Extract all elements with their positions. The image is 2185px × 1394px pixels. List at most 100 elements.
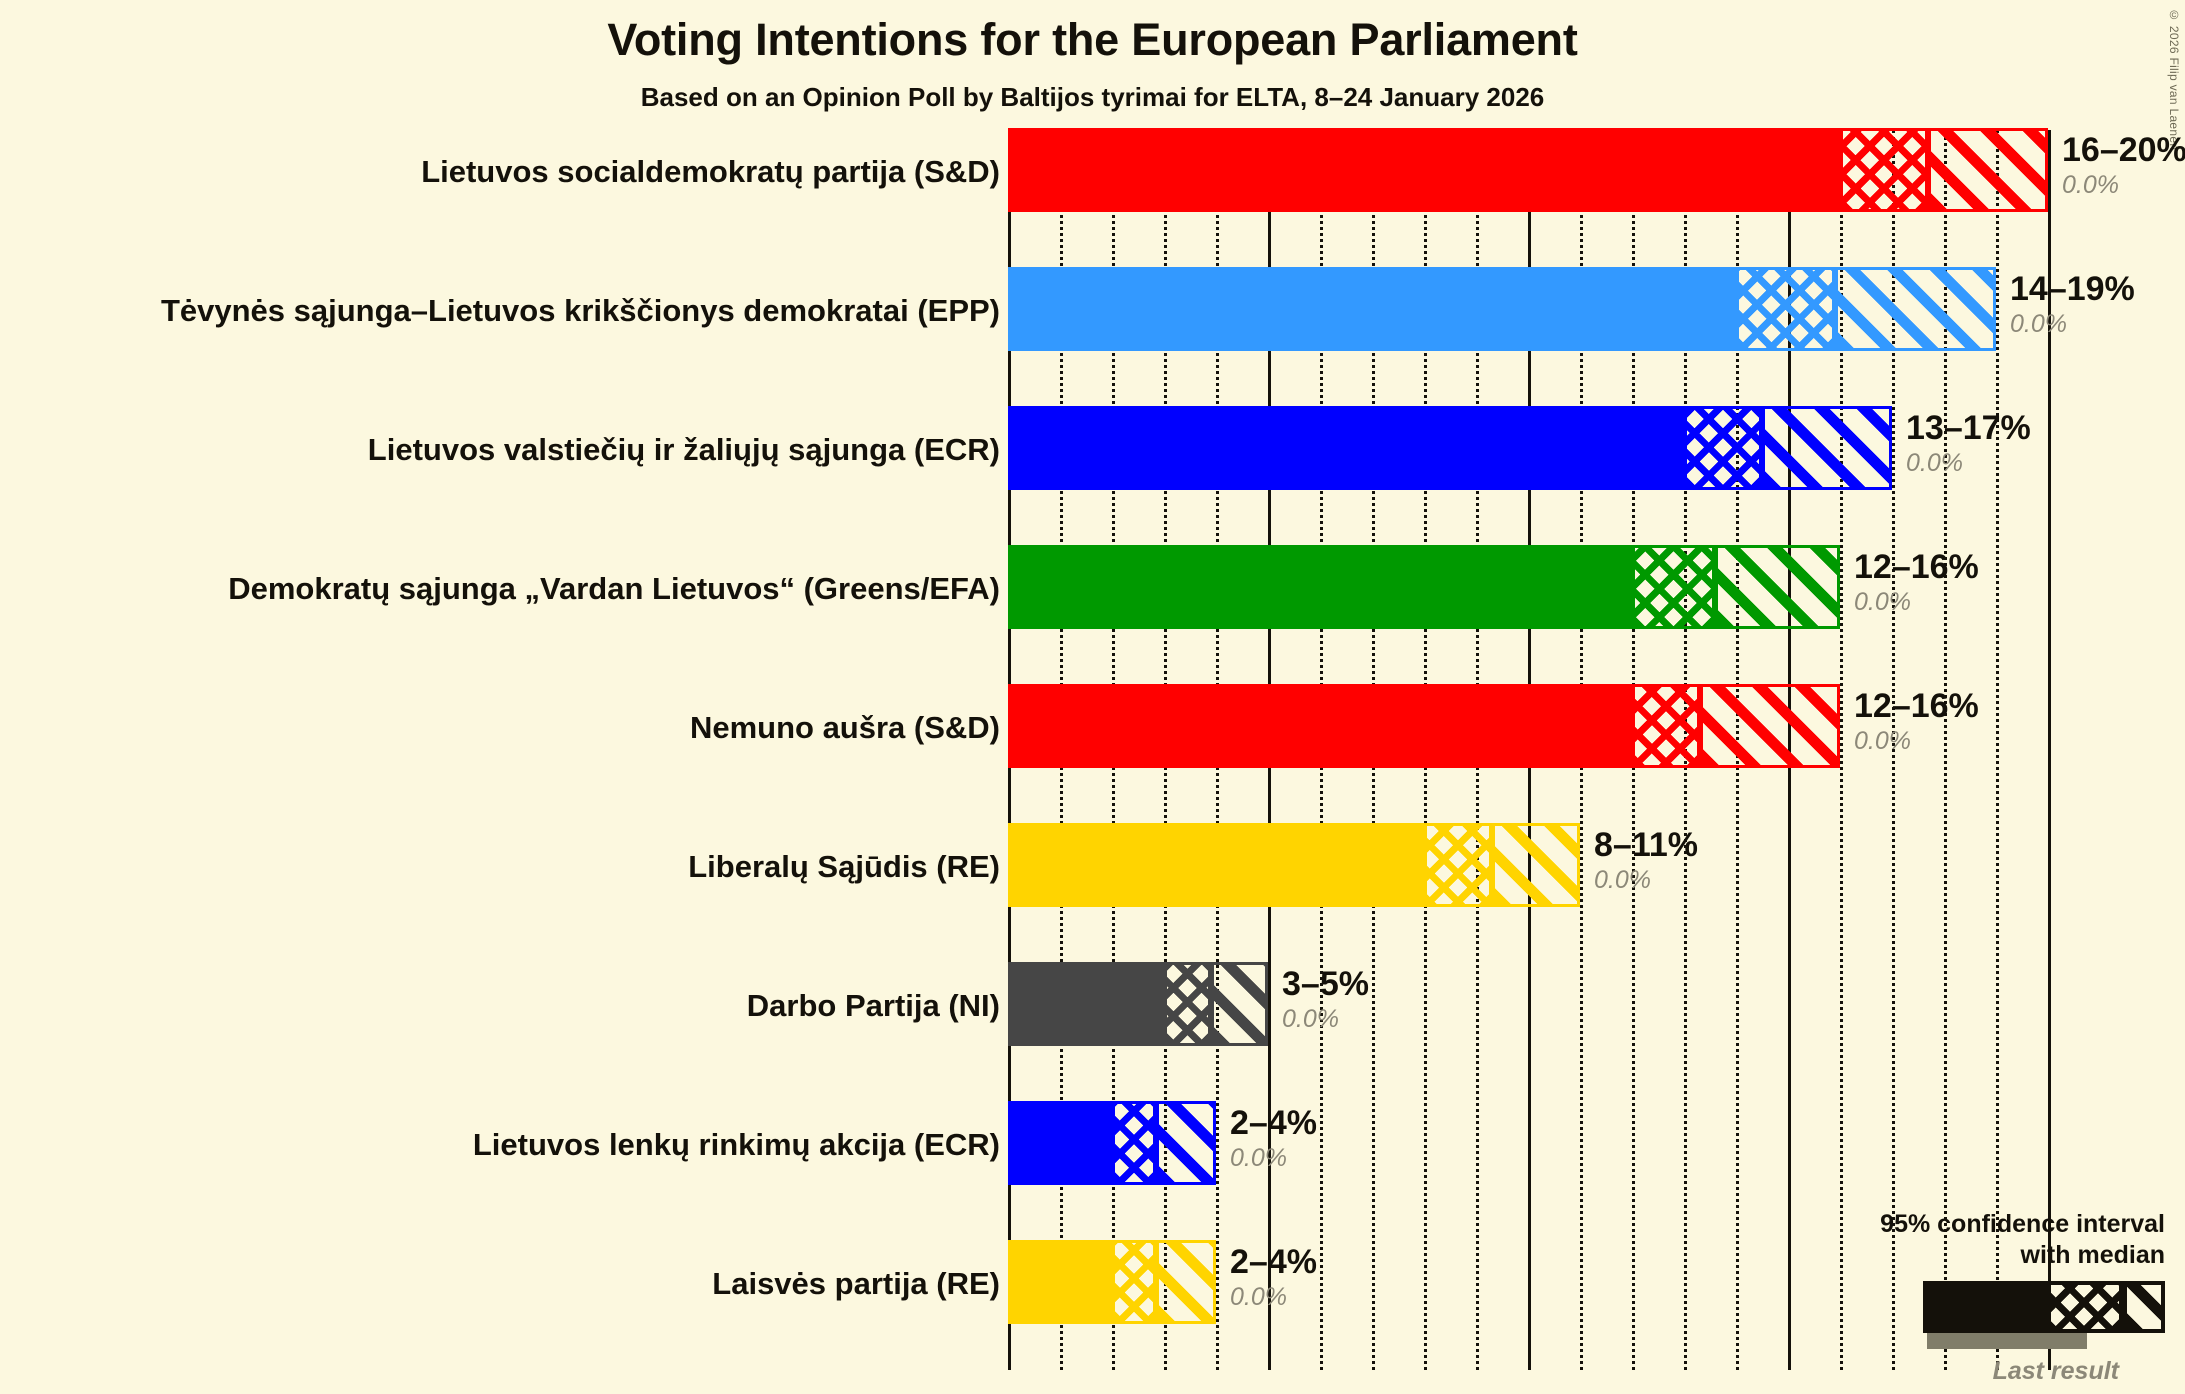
legend-crosshatch-segment bbox=[2045, 1281, 2123, 1333]
bar-row: Nemuno aušra (S&D) 12–16% 0.0% bbox=[0, 684, 2185, 823]
party-bar[interactable] bbox=[1008, 128, 2048, 212]
last-result-label: 0.0% bbox=[2010, 310, 2067, 338]
bar-row: Lietuvos valstiečių ir žaliųjų sąjunga (… bbox=[0, 406, 2185, 545]
party-bar[interactable] bbox=[1008, 545, 1840, 629]
value-label-group: 8–11% 0.0% bbox=[1594, 825, 1698, 895]
confidence-interval-label: 3–5% bbox=[1282, 965, 1369, 1003]
bar-solid-segment bbox=[1008, 406, 1684, 490]
bar-crosshatch-segment bbox=[1112, 1240, 1157, 1324]
gridline-minor bbox=[1892, 130, 1895, 1370]
party-bar[interactable] bbox=[1008, 962, 1268, 1046]
legend-sample-bar bbox=[1923, 1281, 2165, 1349]
party-label: Demokratų sąjunga „Vardan Lietuvos“ (Gre… bbox=[228, 571, 1000, 606]
last-result-label: 0.0% bbox=[1230, 1283, 1287, 1311]
bar-diagonal-segment bbox=[1156, 1240, 1216, 1324]
last-result-label: 0.0% bbox=[1854, 727, 1911, 755]
last-result-label: 0.0% bbox=[1230, 1144, 1287, 1172]
party-label: Darbo Partija (NI) bbox=[746, 988, 1000, 1023]
bar-diagonal-segment bbox=[1834, 267, 1996, 351]
bar-crosshatch-segment bbox=[1736, 267, 1835, 351]
bar-solid-segment bbox=[1008, 1101, 1112, 1185]
confidence-interval-label: 14–19% bbox=[2010, 270, 2135, 308]
bar-crosshatch-segment bbox=[1840, 128, 1929, 212]
party-label: Liberalų Sąjūdis (RE) bbox=[688, 849, 1000, 884]
gridline-minor bbox=[1944, 130, 1947, 1370]
bar-diagonal-segment bbox=[1715, 545, 1840, 629]
bar-diagonal-segment bbox=[1928, 128, 2048, 212]
last-result-label: 0.0% bbox=[2062, 171, 2119, 199]
party-bar[interactable] bbox=[1008, 1240, 1216, 1324]
party-label: Lietuvos lenkų rinkimų akcija (ECR) bbox=[472, 1127, 1000, 1162]
bar-row: Darbo Partija (NI) 3–5% 0.0% bbox=[0, 962, 2185, 1101]
gridline-minor bbox=[1840, 130, 1843, 1370]
legend-last-result-bar bbox=[1927, 1333, 2087, 1349]
value-label-group: 2–4% 0.0% bbox=[1230, 1242, 1317, 1312]
bar-solid-segment bbox=[1008, 267, 1736, 351]
bar-row: Demokratų sąjunga „Vardan Lietuvos“ (Gre… bbox=[0, 545, 2185, 684]
bar-crosshatch-segment bbox=[1164, 962, 1211, 1046]
copyright-notice: © 2026 Filip van Laenen bbox=[2167, 8, 2181, 151]
legend-solid-segment bbox=[1923, 1281, 2045, 1333]
confidence-interval-label: 16–20% bbox=[2062, 131, 2185, 169]
value-label-group: 12–16% 0.0% bbox=[1854, 686, 1979, 756]
bar-solid-segment bbox=[1008, 128, 1840, 212]
bar-diagonal-segment bbox=[1156, 1101, 1216, 1185]
party-bar[interactable] bbox=[1008, 406, 1892, 490]
bar-solid-segment bbox=[1008, 1240, 1112, 1324]
last-result-label: 0.0% bbox=[1594, 866, 1651, 894]
last-result-label: 0.0% bbox=[1282, 1005, 1339, 1033]
bar-diagonal-segment bbox=[1762, 406, 1892, 490]
confidence-interval-label: 8–11% bbox=[1594, 826, 1698, 864]
party-bar[interactable] bbox=[1008, 267, 1996, 351]
gridline-major bbox=[2048, 130, 2051, 1370]
bar-solid-segment bbox=[1008, 545, 1632, 629]
party-bar[interactable] bbox=[1008, 1101, 1216, 1185]
party-label: Tėvynės sąjunga–Lietuvos krikščionys dem… bbox=[160, 293, 1000, 328]
bar-solid-segment bbox=[1008, 684, 1632, 768]
bar-row: Tėvynės sąjunga–Lietuvos krikščionys dem… bbox=[0, 267, 2185, 406]
party-bar[interactable] bbox=[1008, 823, 1580, 907]
legend-diagonal-segment bbox=[2123, 1281, 2165, 1333]
party-label: Lietuvos valstiečių ir žaliųjų sąjunga (… bbox=[367, 432, 1000, 467]
bar-crosshatch-segment bbox=[1424, 823, 1492, 907]
value-label-group: 3–5% 0.0% bbox=[1282, 964, 1369, 1034]
last-result-label: 0.0% bbox=[1906, 449, 1963, 477]
confidence-interval-label: 13–17% bbox=[1906, 409, 2031, 447]
value-label-group: 13–17% 0.0% bbox=[1906, 408, 2031, 478]
confidence-interval-label: 2–4% bbox=[1230, 1104, 1317, 1142]
bar-row: Lietuvos lenkų rinkimų akcija (ECR) 2–4% 0… bbox=[0, 1101, 2185, 1240]
party-bar[interactable] bbox=[1008, 684, 1840, 768]
legend: 95% confidence interval with median Last… bbox=[1795, 1209, 2165, 1386]
bar-solid-segment bbox=[1008, 962, 1164, 1046]
bar-solid-segment bbox=[1008, 823, 1424, 907]
bar-crosshatch-segment bbox=[1684, 406, 1762, 490]
party-label: Laisvės partija (RE) bbox=[712, 1266, 1000, 1301]
page-title: Voting Intentions for the European Parli… bbox=[607, 14, 1578, 65]
legend-title-line1: 95% confidence interval bbox=[1880, 1210, 2165, 1238]
bar-row: Liberalų Sąjūdis (RE) 8–11% 0.0% bbox=[0, 823, 2185, 962]
legend-title-line2: with median bbox=[2020, 1241, 2165, 1269]
value-label-group: 16–20% 0.0% bbox=[2062, 130, 2185, 200]
bar-rows: Lietuvos socialdemokratų partija (S&D) 16… bbox=[0, 128, 2185, 1379]
bar-diagonal-segment bbox=[1491, 823, 1580, 907]
party-label: Lietuvos socialdemokratų partija (S&D) bbox=[421, 154, 1000, 189]
bar-crosshatch-segment bbox=[1632, 545, 1716, 629]
value-label-group: 14–19% 0.0% bbox=[2010, 269, 2135, 339]
bar-crosshatch-segment bbox=[1632, 684, 1700, 768]
last-result-label: 0.0% bbox=[1854, 588, 1911, 616]
confidence-interval-label: 2–4% bbox=[1230, 1243, 1317, 1281]
value-label-group: 2–4% 0.0% bbox=[1230, 1103, 1317, 1173]
legend-last-result-label: Last result bbox=[1992, 1357, 2119, 1385]
confidence-interval-label: 12–16% bbox=[1854, 548, 1979, 586]
confidence-interval-label: 12–16% bbox=[1854, 687, 1979, 725]
page-subtitle: Based on an Opinion Poll by Baltijos tyr… bbox=[640, 82, 1545, 112]
bar-diagonal-segment bbox=[1699, 684, 1840, 768]
party-label: Nemuno aušra (S&D) bbox=[689, 710, 1000, 745]
bar-row: Lietuvos socialdemokratų partija (S&D) 16… bbox=[0, 128, 2185, 267]
bar-row: Laisvės partija (RE) 2–4% 0.0% bbox=[0, 1240, 2185, 1379]
bar-crosshatch-segment bbox=[1112, 1101, 1157, 1185]
gridline-minor bbox=[1996, 130, 1999, 1370]
value-label-group: 12–16% 0.0% bbox=[1854, 547, 1979, 617]
bar-diagonal-segment bbox=[1210, 962, 1268, 1046]
